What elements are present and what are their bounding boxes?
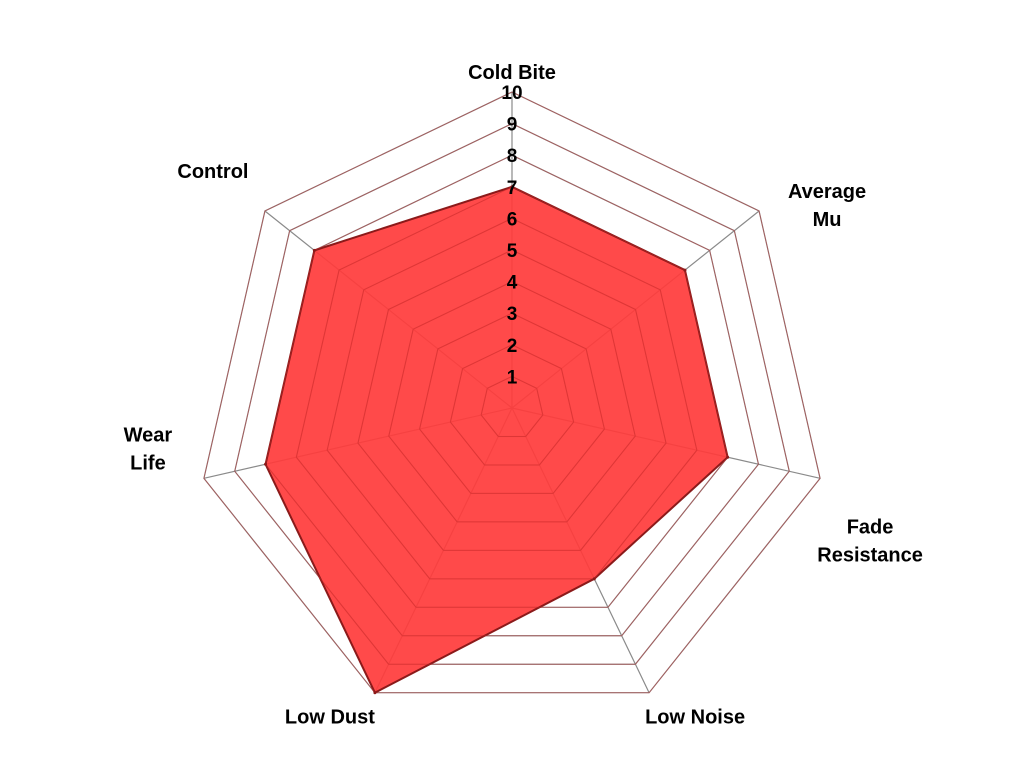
grid-ring-overlay (357, 249, 667, 551)
axis-label: Life (130, 452, 166, 474)
tick-label: 7 (507, 178, 518, 199)
axis-label: Fade (847, 516, 894, 538)
data-area (264, 185, 729, 694)
tick-label: 4 (507, 273, 518, 294)
data-point-control (312, 248, 316, 252)
axis-label: Average (788, 181, 866, 203)
grid-ring-overlay (326, 217, 698, 580)
grid-ring-overlay (388, 281, 636, 523)
data-point-fade-resistance (726, 455, 730, 459)
grid-ring-overlay (449, 344, 575, 466)
grid-ring-10 (203, 91, 821, 694)
tick-label: 9 (507, 115, 518, 136)
tick-label: 1 (507, 367, 518, 388)
axis-label: Mu (813, 209, 842, 231)
tick-label: 8 (507, 146, 518, 167)
tick-label: 10 (501, 83, 522, 104)
grid-ring-overlay (295, 186, 729, 608)
grid-ring-overlay (480, 375, 544, 437)
grid-ring-overlay (264, 154, 760, 637)
grid-ring-overlay (203, 91, 821, 694)
data-point-low-noise (592, 577, 596, 581)
grid-ring-9 (234, 122, 790, 665)
axis-label: Wear (124, 424, 173, 446)
tick-label: 6 (507, 209, 518, 230)
axis-label: Control (177, 161, 248, 183)
tick-label: 2 (507, 336, 518, 357)
data-point-low-dust (373, 691, 377, 695)
tick-label: 3 (507, 304, 518, 325)
grid-ring-overlay (419, 312, 605, 494)
axis-label: Low Noise (645, 707, 745, 729)
data-point-cold-bite (510, 185, 514, 189)
tick-label: 5 (507, 241, 518, 262)
axis-label: Low Dust (285, 707, 375, 729)
grid-ring-overlay (234, 123, 790, 665)
axis-label: Cold Bite (468, 62, 556, 84)
data-point-wear-life (264, 462, 268, 466)
axis-label: Resistance (817, 544, 923, 566)
data-point-average-mu (683, 268, 687, 272)
